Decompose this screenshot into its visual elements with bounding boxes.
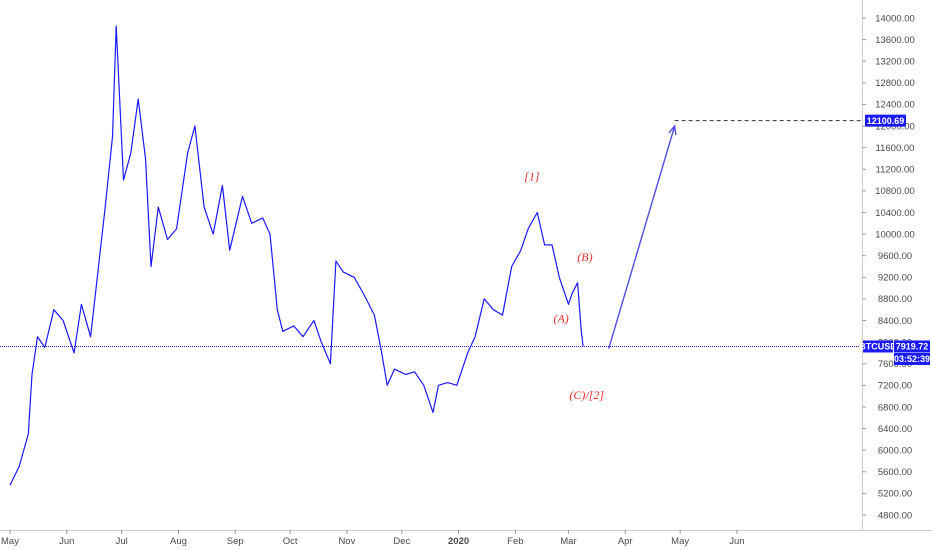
y-tick-label: 7200.00 [878,381,912,392]
y-tick-label: 9200.00 [878,273,912,284]
x-tick-label: Nov [338,536,355,547]
x-tick-label: Aug [170,536,187,547]
y-tick-label: 14000.00 [875,13,915,24]
projection-arrow-head [668,124,677,136]
y-tick-label: 9600.00 [878,251,912,262]
x-tick-label: May [1,536,19,547]
y-tick-label: 13600.00 [875,35,915,46]
last-price-tag-bg [894,340,930,353]
y-tick-label: 6000.00 [878,445,912,456]
y-tick-label: 6800.00 [878,402,912,413]
x-tick-label: Oct [283,536,298,547]
time-axis[interactable]: May Jun Jul Aug Sep Oct Nov Dec 2020 Feb Mar Apr May… [1,530,745,547]
y-tick-label: 10400.00 [875,208,915,219]
x-tick-label: Dec [393,536,410,547]
wave-label-1: [1] [524,170,540,184]
x-tick-label: Jun [729,536,744,547]
y-tick-label: 12400.00 [875,100,915,111]
last-price-tag: BTCUSD 7919.72 03:52:39 [859,340,930,365]
y-tick-label: 6400.00 [878,424,912,435]
y-tick-label: 11200.00 [876,165,915,176]
projection-arrow-line [608,125,676,349]
y-tick-label: 11600.00 [876,143,915,154]
last-price-label: 7919.72 [896,342,929,352]
x-tick-label: Apr [618,536,633,547]
series-line-btcusd [9,25,584,486]
x-tick-label: Sep [227,536,244,547]
y-tick-label: 4800.00 [878,510,912,521]
y-tick-label: 10800.00 [875,186,915,197]
x-tick-label: Feb [507,536,523,547]
target-price-tag: 12100.69 [865,114,906,127]
symbol-tag-bg [863,340,893,353]
y-tick-label: 12800.00 [875,78,915,89]
x-tick-label: Mar [560,536,576,547]
target-price-tag-bg [865,114,906,127]
y-tick-label: 5600.00 [878,467,912,478]
y-tick-label: 8400.00 [878,316,912,327]
countdown-tag-bg [894,352,930,365]
y-tick-label: 13200.00 [875,57,915,68]
y-tick-label: 5200.00 [878,489,912,500]
y-tick-label: 8800.00 [878,294,912,305]
x-tick-label: Jul [116,536,128,547]
y-tick-label: 10000.00 [875,229,915,240]
x-tick-label: 2020 [448,536,469,547]
x-tick-label: Jun [59,536,74,547]
x-tick-label: May [671,536,689,547]
wave-label-c-2: (C)/[2] [569,388,604,402]
y-tick-label: 12000.00 [875,121,915,132]
target-price-label: 12100.69 [867,116,905,126]
wave-label-a: (A) [553,312,568,326]
countdown-label: 03:52:39 [894,354,930,364]
projection-arrow[interactable] [608,124,677,349]
wave-label-b: (B) [577,250,592,264]
symbol-label: BTCUSD [859,342,897,352]
